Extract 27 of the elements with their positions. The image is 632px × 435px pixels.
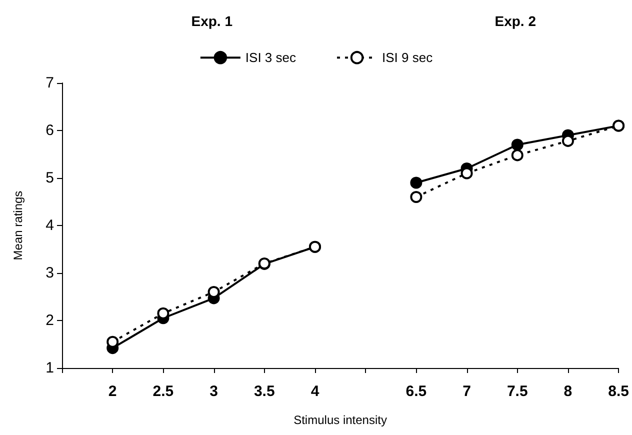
y-tick-label: 4	[46, 217, 54, 234]
y-tick-label: 3	[46, 264, 54, 282]
x-tick-label: 2	[108, 383, 117, 400]
legend-label: ISI 9 sec	[382, 50, 434, 66]
x-tick-label: 2.5	[152, 383, 174, 400]
y-axis-title: Mean ratings	[11, 190, 25, 260]
x-tick-label: 4	[310, 383, 320, 400]
x-tick-label: 3.5	[254, 383, 275, 400]
y-tick-label: 2	[46, 312, 54, 329]
x-tick-label: 7	[462, 383, 471, 400]
x-tick-label: 8	[564, 383, 572, 400]
point	[511, 149, 524, 162]
x-tick-label: 3	[210, 383, 218, 400]
text: Exp. 1	[191, 13, 233, 29]
text: Exp. 2	[494, 13, 536, 29]
legend-label: ISI 3 sec	[245, 50, 296, 66]
point	[410, 191, 422, 203]
point	[410, 176, 422, 189]
y-tick-label: 5	[46, 170, 54, 186]
x-tick-label: 7.5	[506, 383, 528, 400]
x-tick-label: 8.5	[608, 383, 630, 400]
y-tick-label: 1	[46, 360, 54, 376]
point	[511, 138, 524, 151]
x-tick-label: 6.5	[406, 383, 427, 400]
y-tick-label: 6	[46, 122, 54, 139]
x-axis-title: Stimulus intensity	[294, 413, 387, 427]
y-tick-label: 7	[46, 74, 54, 92]
